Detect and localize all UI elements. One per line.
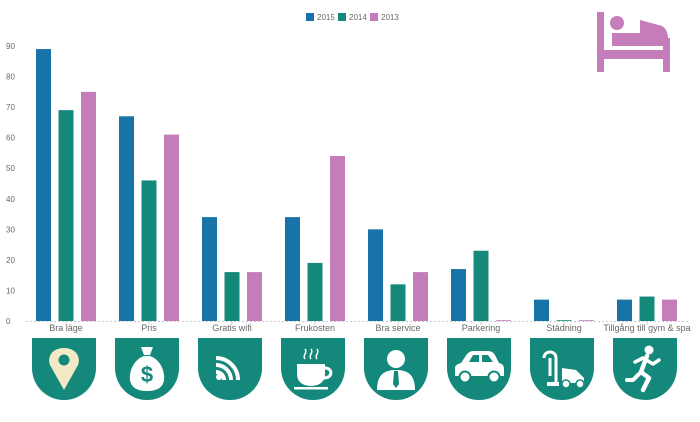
category-label: Frukosten — [295, 323, 335, 333]
hotel-bed-icon — [597, 12, 670, 72]
y-tick-label: 80 — [6, 73, 15, 82]
bar-2014-2 — [224, 272, 240, 321]
bar-2014-7 — [639, 296, 655, 321]
legend-label-2015: 2015 — [317, 13, 335, 22]
bar-2015-1 — [119, 116, 134, 322]
y-axis: 0 10 20 30 40 50 60 70 80 90 — [6, 42, 15, 326]
legend-swatch-2014 — [338, 13, 346, 21]
category-label: Bra läge — [49, 323, 83, 333]
bar-2015-5 — [451, 269, 466, 321]
y-tick-label: 20 — [6, 256, 15, 265]
bar-2014-0 — [58, 110, 74, 322]
legend-label-2014: 2014 — [349, 13, 367, 22]
bar-2014-4 — [390, 284, 406, 321]
bar-2013-5 — [496, 320, 511, 321]
location-pin-icon — [32, 338, 96, 400]
category-label: Bra service — [375, 323, 420, 333]
bar-2013-6 — [579, 320, 594, 321]
y-tick-label: 90 — [6, 42, 15, 51]
bar-2014-6 — [556, 320, 572, 321]
legend-swatch-2015 — [306, 13, 314, 21]
bar-2013-1 — [164, 134, 179, 321]
x-axis: Bra läge Pris Gratis wifi Frukosten Bra serv… — [26, 321, 691, 333]
money-bag-icon: $ — [115, 338, 179, 400]
bars — [36, 49, 677, 322]
bar-2013-2 — [247, 272, 262, 321]
y-tick-label: 10 — [6, 286, 15, 295]
y-tick-label: 0 — [6, 317, 11, 326]
bar-2013-7 — [662, 299, 677, 321]
y-tick-label: 40 — [6, 195, 15, 204]
category-label: Städning — [546, 323, 582, 333]
category-label: Gratis wifi — [212, 323, 252, 333]
bar-2014-1 — [141, 180, 157, 321]
category-label: Tillgång till gym & spa — [603, 323, 690, 333]
car-icon — [447, 338, 511, 400]
runner-icon — [613, 338, 677, 400]
legend-swatch-2013 — [370, 13, 378, 21]
bar-2014-3 — [307, 262, 323, 321]
bar-2015-3 — [285, 217, 300, 321]
bar-2015-4 — [368, 229, 383, 321]
legend-label-2013: 2013 — [381, 13, 399, 22]
bar-2013-3 — [330, 156, 345, 321]
bar-2015-7 — [617, 299, 632, 321]
y-tick-label: 70 — [6, 103, 15, 112]
vacuum-cleaner-icon — [530, 338, 594, 400]
bar-2015-6 — [534, 299, 549, 321]
category-label: Pris — [141, 323, 157, 333]
y-tick-label: 50 — [6, 164, 15, 173]
wifi-icon — [198, 338, 262, 400]
category-label: Parkering — [462, 323, 501, 333]
y-tick-label: 30 — [6, 225, 15, 234]
bar-2015-2 — [202, 217, 217, 321]
bar-2014-5 — [473, 250, 489, 321]
bar-2013-0 — [81, 91, 96, 321]
legend: 2015 2014 2013 — [306, 13, 399, 22]
staff-person-icon — [364, 338, 428, 400]
bar-2013-4 — [413, 272, 428, 321]
coffee-cup-icon — [281, 338, 345, 400]
category-icons: $ — [32, 338, 677, 400]
svg-text:$: $ — [141, 362, 153, 387]
bar-2015-0 — [36, 49, 51, 322]
y-tick-label: 60 — [6, 134, 15, 143]
